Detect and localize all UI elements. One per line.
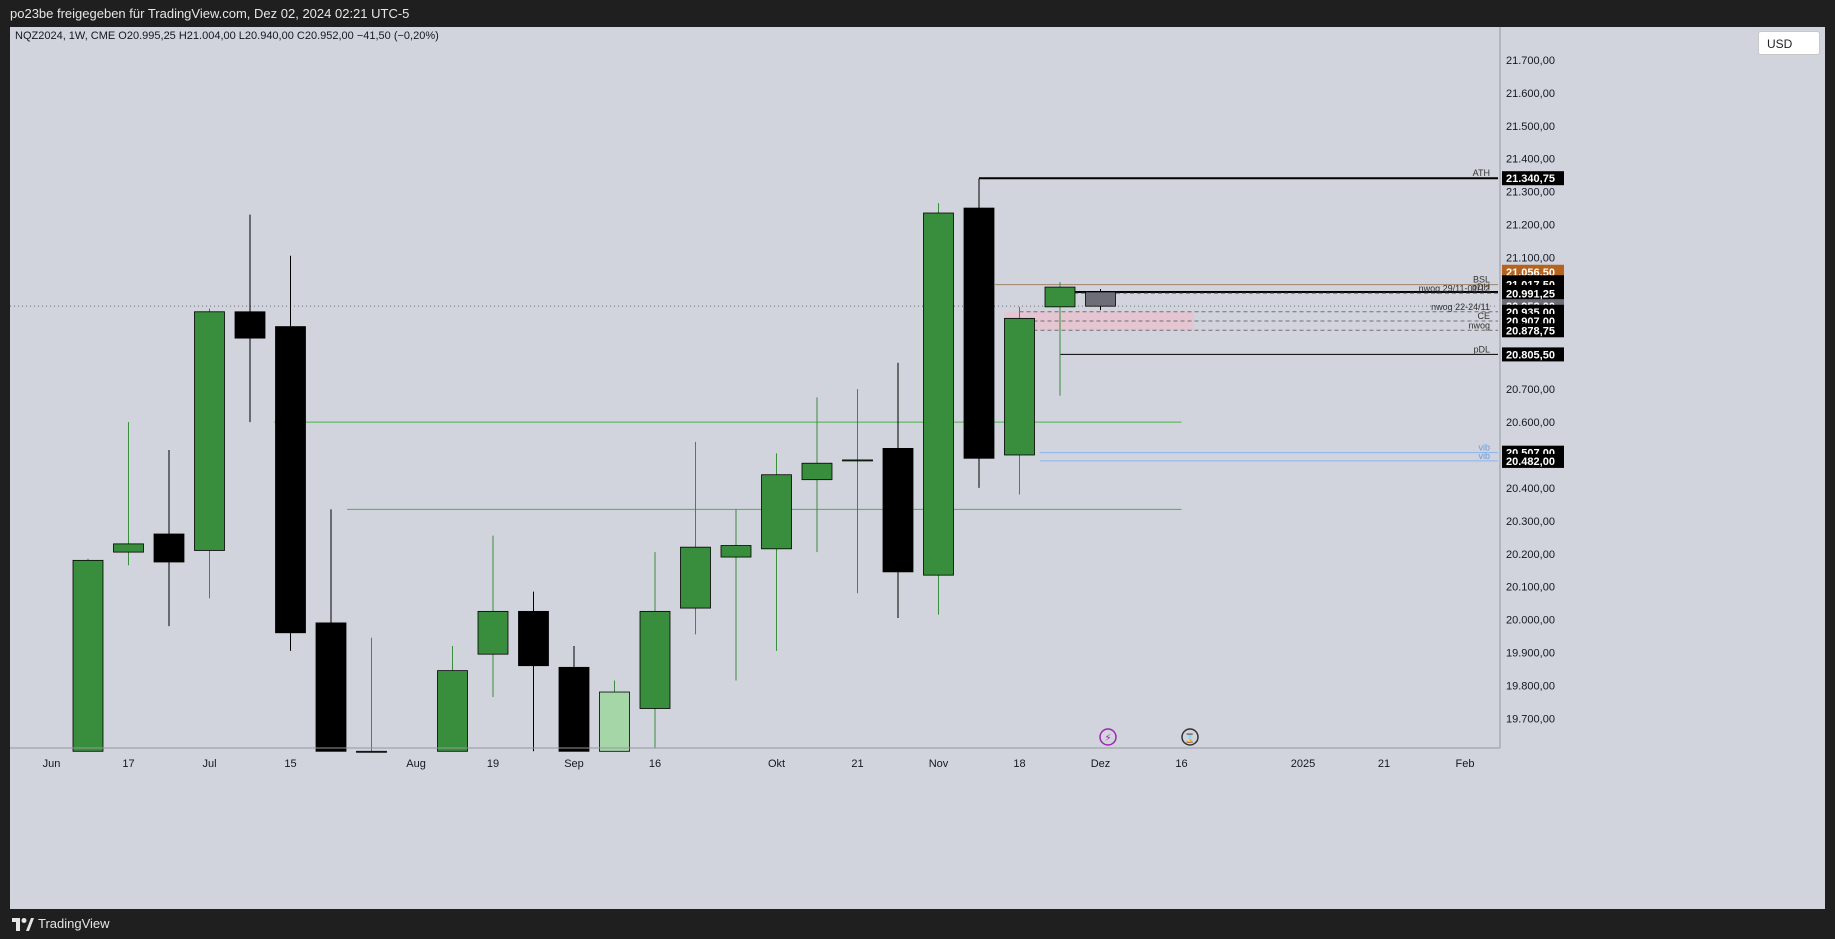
x-tick-label-13: 16 xyxy=(1175,758,1187,770)
level-label-12: vib xyxy=(1478,451,1490,461)
y-tick-label-20: 21.700,00 xyxy=(1506,55,1555,67)
x-tick-label-7: 16 xyxy=(649,758,661,770)
candle-body-14 xyxy=(639,610,671,709)
currency-selector[interactable]: USD xyxy=(1758,31,1820,55)
lightning-glyph: ⚡ xyxy=(1104,733,1111,744)
candle-body-5 xyxy=(275,326,306,634)
candlestick-chart[interactable]: NQZ2024, 1W, CME O20.995,25 H21.004,00 L… xyxy=(10,27,1825,909)
level-label-5: nwog 29/11-01/12 xyxy=(1419,283,1490,293)
x-tick-label-11: 18 xyxy=(1013,758,1025,770)
price-tag-5: 20.991,25 xyxy=(1506,288,1555,300)
y-tick-label-0: 19.700,00 xyxy=(1506,713,1555,725)
candle-body-19 xyxy=(842,459,873,462)
y-tick-label-19: 21.600,00 xyxy=(1506,88,1555,100)
candle-body-6 xyxy=(315,622,347,752)
level-label-11: vib xyxy=(1478,443,1490,453)
price-tag-bg-12 xyxy=(1502,453,1564,468)
y-tick-label-9: 20.600,00 xyxy=(1506,417,1555,429)
candle-body-24 xyxy=(1044,286,1076,308)
share-header-text: po23be freigegeben für TradingView.com, … xyxy=(10,6,410,21)
x-tick-label-1: 17 xyxy=(122,758,134,770)
x-tick-label-10: Nov xyxy=(929,758,949,770)
y-tick-label-18: 21.500,00 xyxy=(1506,121,1555,133)
x-tick-label-8: Okt xyxy=(768,758,785,770)
x-tick-label-16: Feb xyxy=(1456,758,1475,770)
y-tick-label-1: 19.800,00 xyxy=(1506,680,1555,692)
x-tick-label-4: Aug xyxy=(406,758,426,770)
candle-body-25 xyxy=(1085,291,1116,307)
x-tick-label-14: 2025 xyxy=(1291,758,1315,770)
chart-area[interactable]: NQZ2024, 1W, CME O20.995,25 H21.004,00 L… xyxy=(10,27,1825,909)
y-tick-label-7: 20.400,00 xyxy=(1506,483,1555,495)
level-label-9: nwog xyxy=(1468,320,1490,330)
y-tick-label-16: 21.300,00 xyxy=(1506,187,1555,199)
y-tick-label-2: 19.900,00 xyxy=(1506,648,1555,660)
x-tick-label-9: 21 xyxy=(851,758,863,770)
candle-body-23 xyxy=(1004,317,1035,456)
candle-body-1 xyxy=(113,543,144,553)
price-tag-10: 20.805,50 xyxy=(1506,349,1555,361)
candle-body-7 xyxy=(356,750,387,753)
candle-body-13 xyxy=(599,691,630,752)
x-tick-label-2: Jul xyxy=(202,758,216,770)
candle-body-11 xyxy=(518,610,549,667)
candle-body-20 xyxy=(882,448,914,573)
y-tick-label-10: 20.700,00 xyxy=(1506,384,1555,396)
y-tick-label-5: 20.200,00 xyxy=(1506,549,1555,561)
x-tick-label-3: 15 xyxy=(284,758,296,770)
price-tag-bg-9 xyxy=(1502,323,1564,338)
candle-body-15 xyxy=(680,546,711,609)
tradingview-brand: TradingView xyxy=(38,916,110,931)
level-label-8: CE xyxy=(1477,311,1490,321)
y-tick-label-15: 21.200,00 xyxy=(1506,220,1555,232)
price-tag-bg-10 xyxy=(1502,347,1564,362)
tradingview-logo-icon xyxy=(12,917,34,931)
footer-bar: TradingView xyxy=(0,909,1835,939)
x-tick-label-15: 21 xyxy=(1378,758,1390,770)
hourglass-icon xyxy=(1181,728,1199,746)
hourglass-glyph: ⌛ xyxy=(1184,732,1195,743)
price-tag-12: 20.482,00 xyxy=(1506,456,1555,468)
candle-body-12 xyxy=(558,666,590,752)
price-tag-bg-5 xyxy=(1502,286,1564,301)
candle-body-17 xyxy=(761,474,792,550)
price-tag-bg-0 xyxy=(1502,171,1564,186)
level-label-7: nwog 22-24/11 xyxy=(1431,302,1490,312)
candle-body-16 xyxy=(720,545,752,558)
level-label-3: BSL xyxy=(1473,275,1490,285)
level-label-0: ATH xyxy=(1473,168,1490,178)
y-tick-label-4: 20.100,00 xyxy=(1506,582,1555,594)
y-tick-label-3: 20.000,00 xyxy=(1506,615,1555,627)
y-tick-label-17: 21.400,00 xyxy=(1506,154,1555,166)
level-label-10: pDL xyxy=(1473,344,1490,354)
price-tag-0: 21.340,75 xyxy=(1506,173,1555,185)
share-header: po23be freigegeben für TradingView.com, … xyxy=(0,0,1835,27)
lightning-icon xyxy=(1099,728,1117,746)
symbol-legend: NQZ2024, 1W, CME O20.995,25 H21.004,00 L… xyxy=(15,30,439,42)
candle-body-18 xyxy=(801,462,833,481)
x-tick-label-6: Sep xyxy=(564,758,584,770)
candle-body-3 xyxy=(194,311,225,551)
candle-body-9 xyxy=(437,670,468,752)
candle-body-22 xyxy=(963,207,995,459)
candle-body-2 xyxy=(153,533,185,563)
x-tick-label-12: Dez xyxy=(1091,758,1111,770)
y-tick-label-6: 20.300,00 xyxy=(1506,516,1555,528)
x-tick-label-0: Jun xyxy=(43,758,61,770)
price-tag-9: 20.878,75 xyxy=(1506,325,1555,337)
x-tick-label-5: 19 xyxy=(487,758,499,770)
candle-body-0 xyxy=(72,559,104,752)
candle-body-21 xyxy=(923,212,954,576)
candle-body-10 xyxy=(477,610,509,655)
y-tick-label-14: 21.100,00 xyxy=(1506,252,1555,264)
level-label-4: pDH xyxy=(1472,282,1490,292)
candle-body-4 xyxy=(234,311,266,339)
tradingview-logo[interactable]: TradingView xyxy=(12,909,110,939)
